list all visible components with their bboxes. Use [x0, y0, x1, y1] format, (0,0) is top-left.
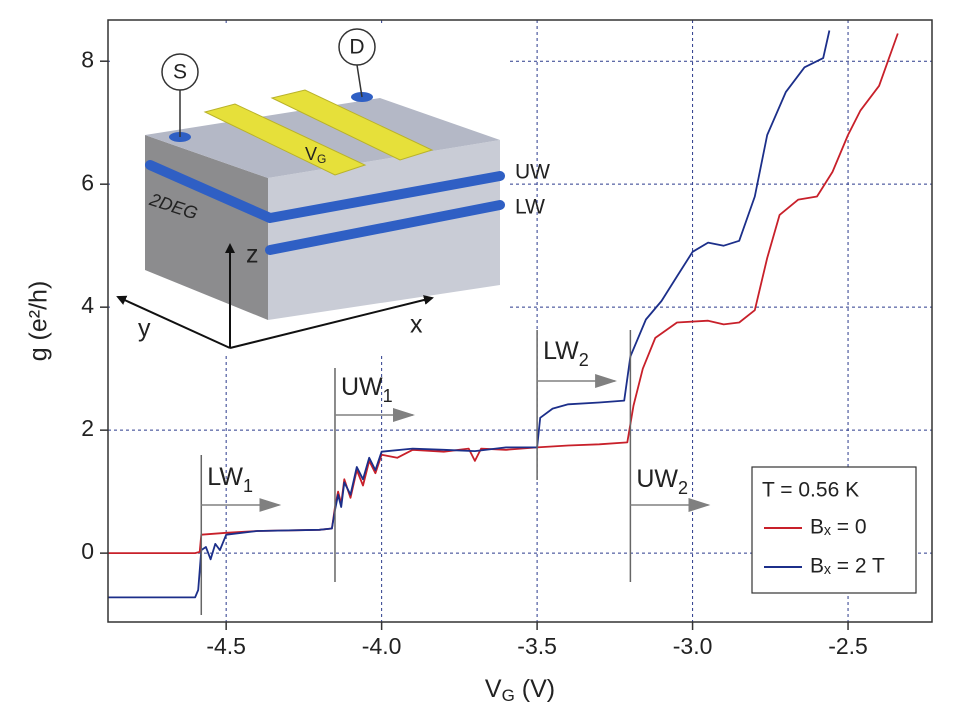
annotation-label-main: LW — [543, 337, 579, 365]
axis-y-arrow — [116, 295, 231, 349]
axis-y-label: y — [138, 315, 151, 343]
series-line — [108, 30, 831, 599]
gate-1 — [203, 103, 367, 176]
annotation-label-main: UW — [341, 373, 383, 401]
x-tick-label: -3.5 — [517, 633, 557, 659]
annotation-label-main: UW — [636, 465, 678, 493]
plot-frame — [107, 19, 933, 623]
y-tick-label: 4 — [81, 292, 94, 318]
annotation-label: LW2 — [543, 337, 589, 370]
y-tick-label: 2 — [81, 415, 94, 441]
axis-x-arrow — [229, 295, 434, 349]
annotation-label-sub: 2 — [579, 350, 589, 370]
x-tick-label: -4.5 — [206, 633, 246, 659]
lower-wire-label: LW — [515, 196, 545, 219]
annotation-label-main: LW — [207, 463, 243, 491]
legend-label: Bₓ = 2 T — [810, 555, 885, 578]
gate-label: VG — [305, 144, 326, 166]
x-tick-label: -4.0 — [362, 633, 402, 659]
plot-area — [108, 30, 899, 599]
y-tick-label: 8 — [81, 46, 94, 72]
gate-2 — [270, 89, 434, 161]
x-axis-label: VG (V) — [485, 675, 555, 706]
gate-label-main: V — [305, 144, 317, 164]
gate-label-sub: G — [317, 152, 326, 166]
annotation-label: UW1 — [341, 373, 393, 406]
source-label: S — [173, 61, 187, 84]
box-top-face — [145, 98, 500, 178]
annotation-label-sub: 2 — [678, 478, 688, 498]
legend-label: Bₓ = 0 — [810, 516, 867, 539]
inset-schematic: S D VG UW LW 2DEG z y x — [110, 25, 550, 355]
drain-label: D — [349, 36, 364, 59]
annotation-label-sub: 1 — [383, 386, 393, 406]
axis-z-label: z — [246, 241, 259, 269]
upper-wire — [145, 160, 505, 223]
annotation-label-sub: 1 — [243, 476, 253, 496]
annotation-label: LW1 — [207, 463, 253, 496]
y-tick-label: 6 — [81, 169, 94, 195]
x-axis-label-sub: G — [502, 686, 515, 705]
drain-circle — [338, 28, 376, 66]
y-axis-label: g (e²/h) — [25, 281, 53, 362]
drain-lead — [356, 64, 363, 98]
x-axis-label-rest: (V) — [515, 675, 555, 703]
x-tick-label: -2.5 — [828, 633, 868, 659]
legend-box — [751, 466, 917, 594]
lower-wire — [265, 200, 505, 255]
x-axis-label-main: V — [485, 675, 502, 703]
y-tick-label: 0 — [81, 538, 94, 564]
axis-x-label: x — [410, 311, 423, 339]
upper-wire-label: UW — [515, 161, 550, 184]
legend-title: T = 0.56 K — [762, 479, 859, 502]
x-tick-label: -3.0 — [673, 633, 713, 659]
annotation-label: UW2 — [636, 465, 688, 498]
source-circle — [161, 53, 199, 91]
